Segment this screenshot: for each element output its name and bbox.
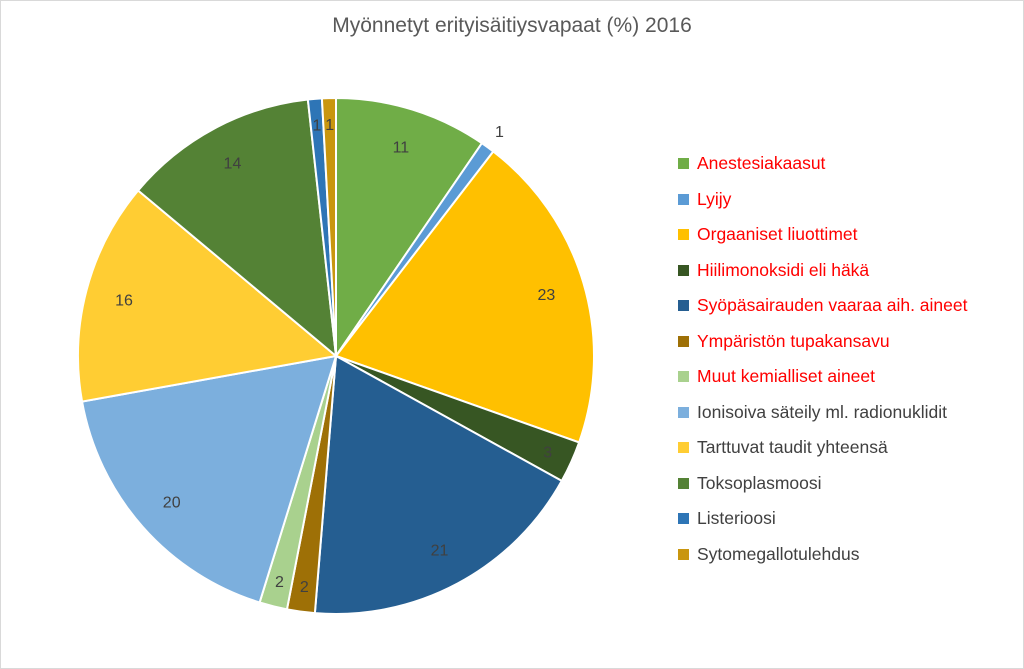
legend-swatch	[678, 406, 689, 418]
slice-value-label: 20	[163, 494, 181, 511]
chart-title: Myönnetyt erityisäitiysvapaat (%) 2016	[332, 14, 692, 37]
slice-value-label: 2	[275, 574, 284, 591]
legend-item: Muut kemialliset aineet	[678, 359, 967, 395]
legend-swatch	[678, 158, 689, 170]
legend-item: Ionisoiva säteily ml. radionuklidit	[678, 395, 967, 431]
legend-item: Syöpäsairauden vaaraa aih. aineet	[678, 288, 967, 324]
slice-value-label: 2	[300, 579, 309, 596]
slice-value-label: 21	[431, 542, 449, 559]
legend-swatch	[678, 229, 689, 241]
legend-swatch	[678, 442, 689, 454]
legend-label: Toksoplasmoosi	[697, 472, 822, 493]
slice-value-label: 1	[325, 117, 334, 134]
legend-item: Tarttuvat taudit yhteensä	[678, 430, 967, 466]
legend-label: Sytomegallotulehdus	[697, 543, 860, 564]
legend-swatch	[678, 335, 689, 347]
pie-slice	[313, 354, 564, 615]
slice-value-label: 3	[543, 444, 552, 461]
legend-item: Hiilimonoksidi eli häkä	[678, 253, 967, 289]
legend-swatch	[678, 193, 689, 205]
slice-value-label: 14	[224, 156, 242, 173]
legend-item: Orgaaniset liuottimet	[678, 217, 967, 253]
legend-label: Muut kemialliset aineet	[697, 366, 875, 387]
legend-label: Listerioosi	[697, 508, 776, 529]
legend: Anestesiakaasut Lyijy Orgaaniset liuottime…	[678, 146, 967, 572]
slice-value-label: 1	[313, 118, 322, 135]
legend-swatch	[678, 264, 689, 276]
slice-value-label: 11	[393, 140, 410, 157]
slice-value-label: 16	[115, 293, 133, 310]
slice-value-label: 23	[537, 287, 555, 304]
pie-slice	[136, 98, 338, 359]
legend-item: Toksoplasmoosi	[678, 466, 967, 502]
legend-label: Lyijy	[697, 188, 732, 209]
pie-slice	[334, 150, 595, 444]
legend-item: Anestesiakaasut	[678, 146, 967, 182]
legend-label: Hiilimonoksidi eli häkä	[697, 259, 870, 280]
legend-label: Tarttuvat taudit yhteensä	[697, 437, 888, 458]
pie-slice	[80, 354, 338, 604]
legend-swatch	[678, 513, 689, 525]
legend-item: Ympäristön tupakansavu	[678, 324, 967, 360]
legend-label: Syöpäsairauden vaaraa aih. aineet	[697, 295, 968, 316]
legend-item: Listerioosi	[678, 501, 967, 537]
legend-swatch	[678, 477, 689, 489]
legend-label: Ympäristön tupakansavu	[697, 330, 890, 351]
legend-swatch	[678, 300, 689, 312]
pie-slice	[77, 189, 339, 403]
slice-value-label: 1	[495, 124, 504, 141]
legend-swatch	[678, 548, 689, 560]
legend-item: Lyijy	[678, 182, 967, 218]
legend-label: Ionisoiva säteily ml. radionuklidit	[697, 401, 947, 422]
pie-slice	[320, 96, 337, 357]
legend-label: Anestesiakaasut	[697, 153, 826, 174]
pie-slice	[335, 96, 484, 360]
legend-label: Orgaaniset liuottimet	[697, 224, 858, 245]
legend-item: Sytomegallotulehdus	[678, 537, 967, 573]
legend-swatch	[678, 371, 689, 383]
